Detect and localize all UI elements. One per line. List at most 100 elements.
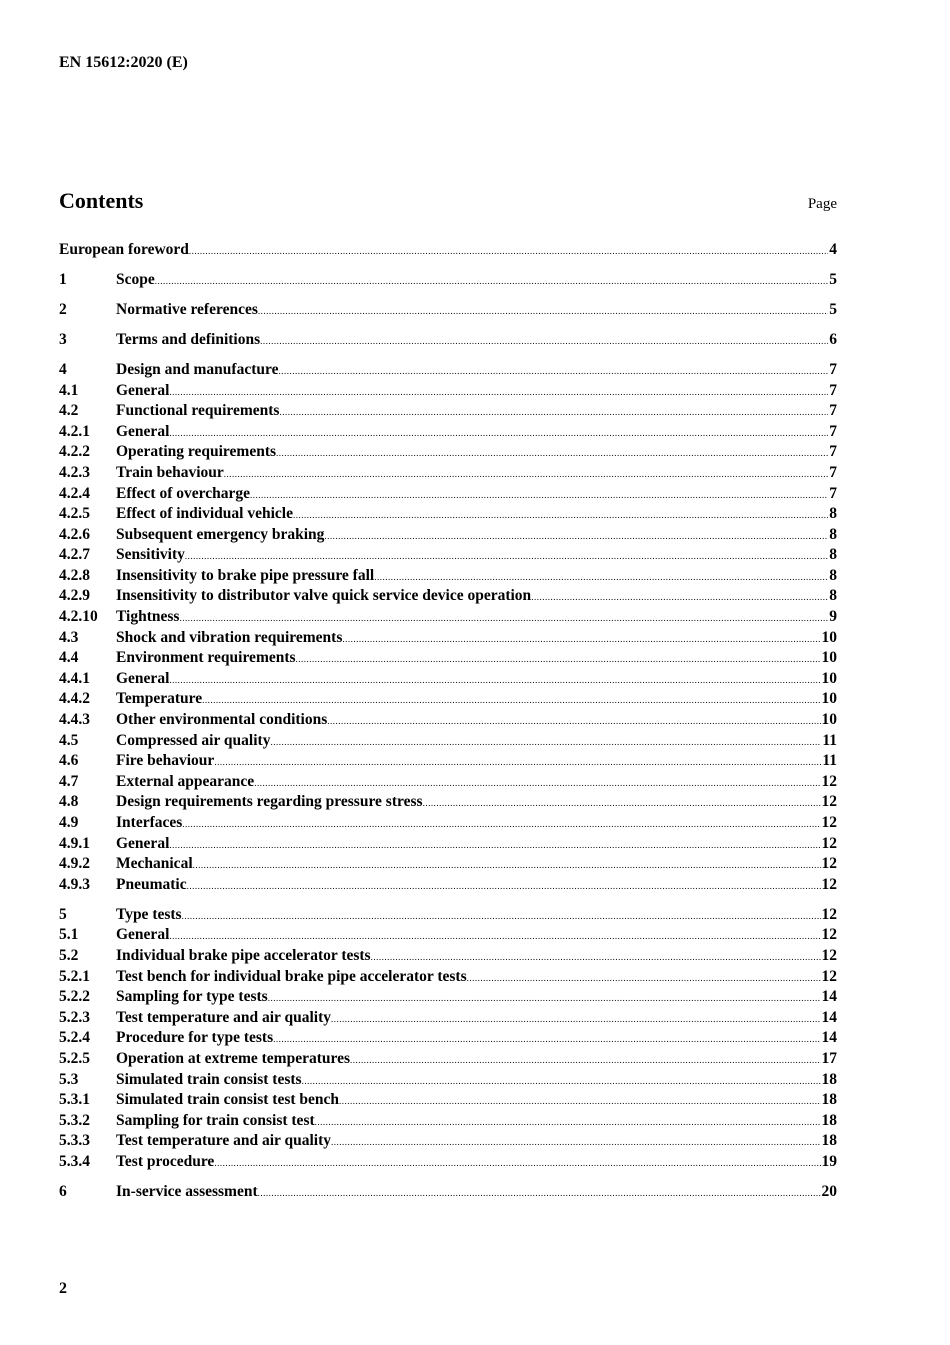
toc-entry-page: 7 xyxy=(829,484,837,502)
toc-entry[interactable]: 5.2.2 Sampling for type tests 14 xyxy=(59,987,837,1008)
toc-entry-number: 4.2.7 xyxy=(59,546,90,564)
leader-dots xyxy=(187,876,821,897)
toc-entry[interactable]: 4.2.3 Train behaviour 7 xyxy=(59,463,837,484)
toc-entry-page: 12 xyxy=(821,926,838,944)
toc-entry-number: 5.2.3 xyxy=(59,1008,90,1026)
toc-entry[interactable]: 4.2.6 Subsequent emergency braking 8 xyxy=(59,525,837,546)
leader-dots xyxy=(467,968,821,989)
toc-entry-page: 8 xyxy=(829,505,837,523)
toc-entry[interactable]: 4.2 Functional requirements 7 xyxy=(59,401,837,422)
toc-entry-number: 4.2.3 xyxy=(59,463,90,481)
toc-entry[interactable]: 5.3.2 Sampling for train consist test 18 xyxy=(59,1111,837,1132)
toc-entry-title: Operating requirements xyxy=(116,443,277,461)
toc-entry-title: Compressed air quality xyxy=(116,731,271,749)
toc-entry[interactable]: 5.2.3 Test temperature and air quality 14 xyxy=(59,1008,837,1029)
toc-entry-page: 9 xyxy=(829,608,837,626)
toc-entry[interactable]: 4.8 Design requirements regarding pressur… xyxy=(59,792,837,813)
toc-entry[interactable]: 4.4 Environment requirements 10 xyxy=(59,648,837,669)
toc-entry[interactable]: 4.1 General 7 xyxy=(59,381,837,402)
toc-entry[interactable]: 5.3.4 Test procedure 19 xyxy=(59,1152,837,1173)
leader-dots xyxy=(193,855,821,876)
leader-dots xyxy=(182,814,820,835)
toc-entry-number: 4.2.9 xyxy=(59,587,90,605)
toc-entry-page: 12 xyxy=(821,967,838,985)
toc-entry[interactable]: 4.3 Shock and vibration requirements 10 xyxy=(59,628,837,649)
toc-entry-page: 11 xyxy=(822,752,837,770)
toc-entry[interactable]: 4.2.4 Effect of overcharge 7 xyxy=(59,484,837,505)
toc-entry[interactable]: 4.2.7 Sensitivity 8 xyxy=(59,545,837,566)
leader-dots xyxy=(296,649,821,670)
toc-entry-page: 14 xyxy=(821,988,838,1006)
leader-dots xyxy=(214,1153,820,1174)
toc-entry-page: 10 xyxy=(821,711,838,729)
toc-entry-number: 5.2.4 xyxy=(59,1029,90,1047)
toc-entry-page: 8 xyxy=(829,546,837,564)
toc-entry[interactable]: 6 In-service assessment 20 xyxy=(59,1182,837,1203)
toc-entry[interactable]: 4.9.1 General 12 xyxy=(59,834,837,855)
toc-entry[interactable]: 5 Type tests 12 xyxy=(59,905,837,926)
toc-entry[interactable]: 4.6 Fire behaviour 11 xyxy=(59,751,837,772)
toc-entry[interactable]: 2 Normative references 5 xyxy=(59,300,837,321)
toc-entry[interactable]: 4.2.1 General 7 xyxy=(59,422,837,443)
toc-entry[interactable]: 4.2.10 Tightness 9 xyxy=(59,607,837,628)
toc-entry-number: 6 xyxy=(59,1182,67,1200)
toc-entry-page: 19 xyxy=(821,1152,838,1170)
toc-entry-title: Scope xyxy=(116,270,155,288)
toc-entry-number: 2 xyxy=(59,300,67,318)
toc-entry[interactable]: 4.4.3 Other environmental conditions 10 xyxy=(59,710,837,731)
toc-entry-title: Simulated train consist test bench xyxy=(116,1091,340,1109)
toc-entry[interactable]: 4.9.2 Mechanical 12 xyxy=(59,854,837,875)
leader-dots xyxy=(182,906,821,927)
toc-entry-number: 4.9.2 xyxy=(59,855,90,873)
toc-entry[interactable]: 5.1 General 12 xyxy=(59,925,837,946)
toc-entry[interactable]: 4.9 Interfaces 12 xyxy=(59,813,837,834)
toc-entry-page: 18 xyxy=(821,1070,838,1088)
toc-entry-page: 14 xyxy=(821,1008,838,1026)
toc-entry[interactable]: 4 Design and manufacture 7 xyxy=(59,360,837,381)
toc-entry[interactable]: 4.7 External appearance 12 xyxy=(59,772,837,793)
toc-entry-page: 14 xyxy=(821,1029,838,1047)
toc-entry[interactable]: 5.3 Simulated train consist tests 18 xyxy=(59,1070,837,1091)
leader-dots xyxy=(169,835,820,856)
leader-dots xyxy=(279,402,828,423)
leader-dots xyxy=(324,526,828,547)
toc-entry-number: 4.8 xyxy=(59,793,79,811)
toc-entry-title: Shock and vibration requirements xyxy=(116,628,343,646)
toc-entry[interactable]: 4.2.9 Insensitivity to distributor valve … xyxy=(59,586,837,607)
leader-dots xyxy=(260,331,828,352)
toc-entry[interactable]: 3 Terms and definitions 6 xyxy=(59,330,837,351)
toc-entry[interactable]: 1 Scope 5 xyxy=(59,270,837,291)
toc-entry-title: Test temperature and air quality xyxy=(116,1132,331,1150)
toc-entry-page: 7 xyxy=(829,463,837,481)
toc-entry-page: 7 xyxy=(829,443,837,461)
toc-entry-page: 12 xyxy=(821,905,838,923)
toc-entry[interactable]: 4.2.2 Operating requirements 7 xyxy=(59,442,837,463)
toc-entry-page: 7 xyxy=(829,422,837,440)
toc-entry[interactable]: 5.2 Individual brake pipe accelerator tes… xyxy=(59,946,837,967)
toc-entry[interactable]: 4.4.2 Temperature 10 xyxy=(59,689,837,710)
toc-entry[interactable]: European foreword 4 xyxy=(59,240,837,261)
leader-dots xyxy=(169,423,828,444)
toc-entry[interactable]: 5.2.1 Test bench for individual brake pip… xyxy=(59,967,837,988)
toc-entry[interactable]: 5.3.1 Simulated train consist test bench 1… xyxy=(59,1090,837,1111)
toc-entry-title: Train behaviour xyxy=(116,463,224,481)
toc-entry-title: General xyxy=(116,669,170,687)
leader-dots xyxy=(331,1132,821,1153)
toc-entry[interactable]: 5.3.3 Test temperature and air quality 18 xyxy=(59,1131,837,1152)
toc-entry-page: 12 xyxy=(821,793,838,811)
leader-dots xyxy=(293,505,828,526)
toc-entry-page: 10 xyxy=(821,690,838,708)
toc-entry[interactable]: 4.4.1 General 10 xyxy=(59,669,837,690)
toc-entry-number: 5.3.3 xyxy=(59,1132,90,1150)
toc-entry[interactable]: 5.2.4 Procedure for type tests 14 xyxy=(59,1028,837,1049)
toc-entry-title: Other environmental conditions xyxy=(116,711,328,729)
toc-entry[interactable]: 5.2.5 Operation at extreme temperatures 17 xyxy=(59,1049,837,1070)
leader-dots xyxy=(202,690,820,711)
toc-entry[interactable]: 4.9.3 Pneumatic 12 xyxy=(59,875,837,896)
toc-entry-title: Fire behaviour xyxy=(116,752,215,770)
leader-dots xyxy=(276,443,828,464)
toc-entry[interactable]: 4.2.5 Effect of individual vehicle 8 xyxy=(59,504,837,525)
toc-entry[interactable]: 4.5 Compressed air quality 11 xyxy=(59,731,837,752)
toc-entry-number: 5.2.5 xyxy=(59,1049,90,1067)
toc-entry[interactable]: 4.2.8 Insensitivity to brake pipe pressur… xyxy=(59,566,837,587)
